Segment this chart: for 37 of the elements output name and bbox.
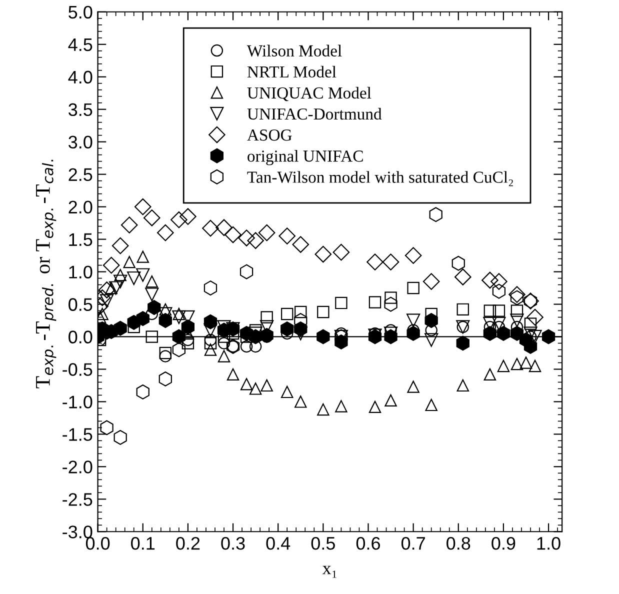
y-tick-label: -0.5 [62,363,92,376]
y-tick-label: 0.0 [68,330,92,344]
x-tick-label: 0.6 [356,536,380,550]
y-tick-label: 1.0 [69,266,92,278]
x-tick-label: 0.4 [266,536,290,550]
legend-label: Tan-Wilson model with saturated CuCl₂ [247,171,513,186]
y-tick-label: 1.5 [69,233,92,246]
y-tick-label: 2.0 [68,200,92,214]
x-tick-label: 0.0 [86,536,110,550]
legend-label: original UNIFAC [248,150,363,166]
legend-label: Wilson Model [246,44,342,57]
y-tick-label: -2.5 [62,493,92,506]
x-tick-label: 0.7 [401,536,425,550]
legend-label: ASOG [247,130,292,141]
y-tick-label: 5.0 [68,6,92,19]
x-tick-label: 0.9 [492,536,516,550]
x-tick-label: 0.8 [446,536,470,550]
x-tick-label: 0.2 [176,536,200,550]
y-tick-label: 3.0 [68,136,92,149]
x-tick-label: 0.5 [311,536,335,550]
x-tick-label: 1.0 [537,536,560,550]
y-tick-label: 4.0 [68,70,92,84]
y-tick-label: 3.5 [68,103,92,116]
y-tick-label: -1.0 [62,396,92,408]
legend-label: UNIQUAC Model [247,86,372,102]
y-tick-label: -3.0 [62,526,92,538]
y-tick-label: -1.5 [62,428,92,441]
legend-label: UNIFAC-Dortmund [247,108,382,120]
legend-label: NRTL Model [247,66,336,78]
y-axis-title: T$_{exp.}$-T$_{pred.}$ or T$_{exp.}$-T$_{cal.}$ [36,160,56,388]
x-axis-title: x₁ [322,566,336,578]
y-tick-label: -2.0 [62,460,92,474]
y-tick-label: 0.5 [68,298,92,311]
x-tick-label: 0.3 [221,536,245,550]
y-tick-label: 2.5 [68,168,92,182]
y-tick-label: 4.5 [68,38,92,52]
x-tick-label: 0.1 [131,536,155,550]
